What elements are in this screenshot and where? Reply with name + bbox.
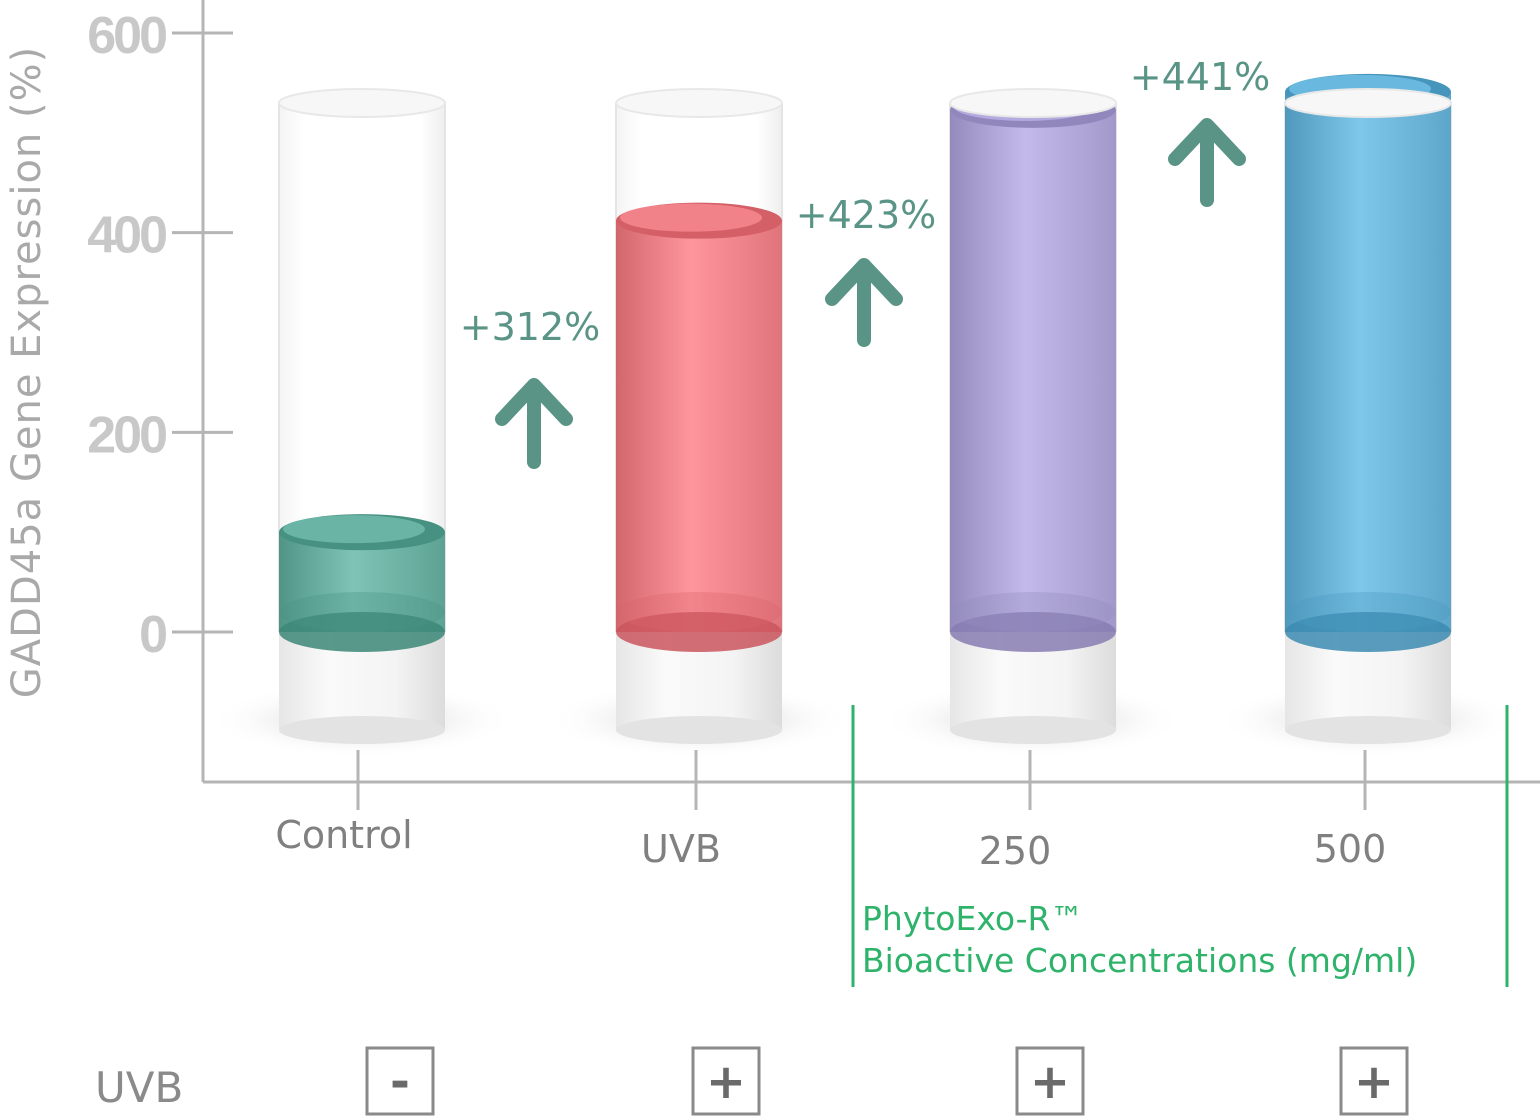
sign-box xyxy=(691,1046,761,1116)
x-tick-label: Control xyxy=(275,813,412,857)
y-tick-label: 0 xyxy=(139,606,166,664)
tube-250 xyxy=(880,88,1186,758)
increase-1: +312% xyxy=(460,305,600,469)
bar-250 xyxy=(950,109,1116,633)
x-categories: Control UVB 250 500 xyxy=(275,750,1386,873)
x-tick-label: 500 xyxy=(1314,827,1387,871)
increase-2: +423% xyxy=(796,193,936,347)
uvb-signs: - + + + xyxy=(365,1046,1409,1116)
bar-uvb xyxy=(616,220,782,633)
increase-3: +441% xyxy=(1130,55,1270,207)
minus-icon: - xyxy=(390,1054,410,1110)
tubes xyxy=(209,73,1521,758)
y-tick-label: 200 xyxy=(87,406,166,464)
bar-inner-shadow xyxy=(950,592,1116,632)
bracket-subtitle: Bioactive Concentrations (mg/ml) xyxy=(862,941,1417,980)
plus-icon: + xyxy=(706,1054,746,1110)
tube-base-bottom xyxy=(950,716,1116,744)
uvb-sign-1: - xyxy=(365,1046,435,1116)
bracket-title: PhytoExo-R™ xyxy=(862,899,1083,938)
y-ticks: 0 200 400 600 xyxy=(87,7,233,664)
tube-rim xyxy=(949,88,1117,118)
plus-icon: + xyxy=(1354,1054,1394,1110)
bar-top-highlight xyxy=(283,515,425,544)
tube-uvb xyxy=(546,88,852,758)
tube-rim xyxy=(278,88,446,118)
sign-box xyxy=(1339,1046,1409,1116)
tube-rim xyxy=(615,88,783,118)
increase-label: +441% xyxy=(1130,55,1270,99)
up-arrow-head xyxy=(1168,118,1246,166)
bar-bottom xyxy=(616,612,782,652)
tube-base-bottom xyxy=(1285,716,1451,744)
tube-500 xyxy=(1215,73,1521,758)
concentration-bracket: PhytoExo-R™ Bioactive Concentrations (mg… xyxy=(851,705,1509,987)
bar-top-highlight xyxy=(620,203,762,232)
bar-bottom xyxy=(1285,612,1451,652)
plus-icon: + xyxy=(1030,1054,1070,1110)
tube-base-bottom xyxy=(616,716,782,744)
bar-bottom xyxy=(279,612,445,652)
y-tick-label: 400 xyxy=(87,207,166,265)
x-tick-label: UVB xyxy=(641,827,721,871)
bar-500 xyxy=(1285,91,1451,632)
tube-base-bottom xyxy=(279,716,445,744)
uvb-sign-4: + xyxy=(1339,1046,1409,1116)
uvb-sign-2: + xyxy=(691,1046,761,1116)
tube-rim xyxy=(1284,88,1452,118)
increase-label: +312% xyxy=(460,305,600,349)
sign-box xyxy=(1015,1046,1085,1116)
bar-inner-shadow xyxy=(1285,592,1451,632)
y-axis-label: GADD45a Gene Expression (%) xyxy=(4,46,50,698)
bar-bottom xyxy=(950,612,1116,652)
y-tick-label: 600 xyxy=(87,7,166,65)
up-arrow-head xyxy=(825,258,903,306)
tube-control xyxy=(209,88,515,758)
bar-inner-shadow xyxy=(279,592,445,632)
uvb-row-label: UVB xyxy=(95,1063,183,1112)
bar-inner-shadow xyxy=(616,592,782,632)
sign-box xyxy=(365,1046,435,1116)
x-tick-label: 250 xyxy=(979,829,1052,873)
up-arrow-head xyxy=(495,378,573,426)
uvb-sign-3: + xyxy=(1015,1046,1085,1116)
increase-label: +423% xyxy=(796,193,936,237)
increase-annotations: +312% +423% +441% xyxy=(460,55,1270,469)
